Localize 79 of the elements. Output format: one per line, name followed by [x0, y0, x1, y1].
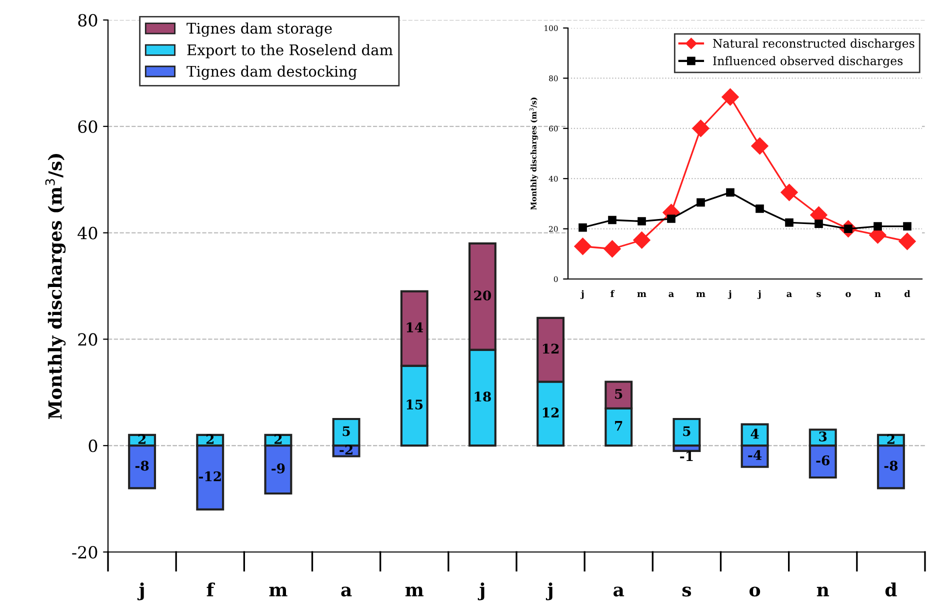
x-tick-label: s [682, 586, 692, 597]
point [756, 204, 764, 213]
data-label: 2 [887, 434, 894, 444]
data-label: 12 [542, 408, 559, 418]
data-label: 15 [406, 400, 423, 410]
y-axis-title: Monthly discharges (m$^{3}$/s) [45, 154, 66, 420]
x-tick-label: m [269, 586, 288, 596]
point [751, 137, 768, 155]
data-label: 12 [542, 344, 559, 354]
y-tick-label: 60 [78, 120, 98, 133]
x-tick-label: a [341, 586, 352, 597]
x-tick-label: n [816, 586, 830, 596]
data-label: 2 [138, 434, 146, 444]
data-label: 5 [342, 426, 350, 436]
point [574, 238, 592, 255]
legend-label: Natural reconstructed discharges [713, 38, 914, 50]
data-label: 14 [406, 322, 424, 332]
data-label: -9 [272, 463, 285, 474]
point [898, 232, 916, 250]
data-label: 3 [819, 431, 827, 442]
x-tick-label: m [405, 586, 424, 596]
x-tick-label: j [757, 290, 761, 299]
data-label: -12 [198, 471, 221, 482]
x-tick-label: m [696, 292, 706, 297]
data-label: 5 [683, 426, 690, 436]
point [722, 88, 739, 106]
x-tick-label: s [816, 292, 821, 298]
point [638, 217, 646, 226]
y-tick-label: 0 [88, 440, 98, 452]
point [667, 214, 676, 223]
point [696, 198, 705, 207]
x-tick-label: j [728, 290, 732, 299]
x-tick-label: n [874, 292, 881, 297]
x-tick-label: d [885, 582, 897, 597]
x-tick-label: a [786, 292, 792, 298]
data-label: -8 [884, 460, 898, 471]
x-tick-label: d [904, 290, 910, 298]
data-label: -4 [748, 450, 762, 460]
point [692, 120, 710, 137]
data-label: 2 [206, 434, 214, 444]
data-label: -6 [816, 455, 830, 466]
x-tick-label: o [750, 586, 760, 597]
data-label: 18 [474, 392, 491, 402]
data-label: 5 [615, 389, 622, 399]
data-label: -1 [680, 451, 693, 461]
data-label: 7 [615, 421, 622, 431]
point [814, 220, 823, 228]
point [633, 232, 650, 249]
y-tick-label: 80 [78, 14, 98, 27]
x-tick-label: m [637, 292, 646, 297]
data-label: 4 [750, 428, 759, 439]
data-label: -2 [340, 444, 352, 455]
legend-label: Export to the Roselend dam [187, 44, 393, 58]
data-label: -8 [135, 460, 149, 471]
legend-label: Tignes dam destocking [186, 66, 357, 80]
data-label: 20 [474, 290, 492, 300]
x-tick-label: j [478, 582, 484, 600]
x-tick-label: a [614, 586, 624, 597]
legend-label: Influenced observed discharges [713, 56, 903, 68]
point [608, 216, 616, 224]
point [726, 188, 734, 197]
x-tick-label: f [610, 290, 615, 297]
x-tick-label: a [668, 292, 674, 298]
x-tick-label: o [846, 292, 851, 298]
x-tick-label: j [546, 582, 552, 600]
legend-label: Tignes dam storage [186, 22, 332, 37]
point [874, 222, 882, 230]
y-tick-label: 20 [78, 333, 98, 346]
point [903, 222, 912, 230]
y-tick-label: -20 [72, 546, 98, 559]
point [578, 223, 587, 232]
x-tick-label: f [206, 582, 215, 596]
x-tick-label: j [137, 582, 144, 600]
point [785, 218, 794, 227]
point [780, 184, 798, 201]
x-tick-label: j [580, 290, 584, 299]
y-tick-label: 40 [78, 226, 98, 240]
point [604, 240, 621, 258]
data-label: 2 [274, 434, 282, 444]
